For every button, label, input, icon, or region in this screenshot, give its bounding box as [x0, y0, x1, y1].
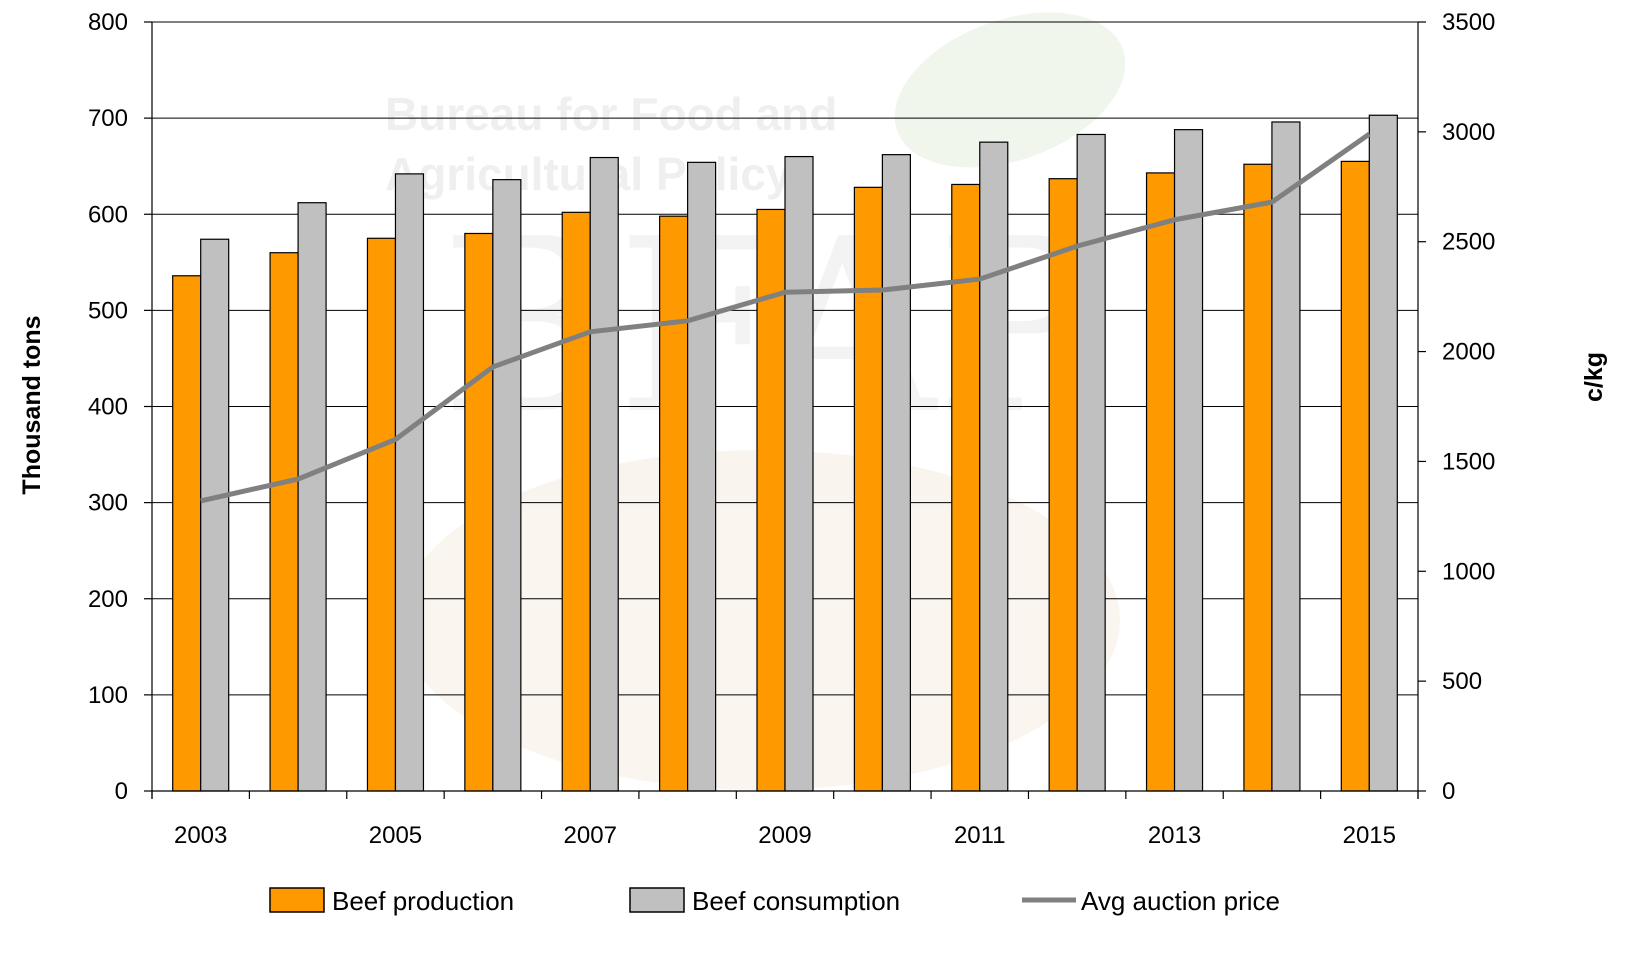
legend-swatch-beef-production: [269, 887, 325, 913]
y-tick-label: 700: [88, 105, 128, 132]
price-line-group: [200, 132, 1371, 504]
y-tick-label: 800: [88, 9, 128, 36]
x-tick-label: 2007: [564, 822, 617, 849]
bar-beef-consumption: [1271, 121, 1301, 792]
bar-beef-production: [1243, 163, 1273, 792]
watermark-line-1: Bureau for Food and: [385, 88, 837, 140]
y-tick-label: 0: [115, 778, 128, 805]
bar-beef-production: [853, 186, 883, 792]
y2-tick-label: 3500: [1442, 9, 1495, 36]
axes: [144, 21, 1426, 799]
x-tick-label: 2005: [369, 822, 422, 849]
bar-beef-consumption: [687, 161, 717, 792]
bar-beef-consumption: [200, 238, 230, 792]
legend-swatch-beef-consumption: [629, 887, 685, 913]
y2-tick-label: 1000: [1442, 558, 1495, 585]
bar-beef-production: [659, 215, 689, 792]
y2-tick-label: 2500: [1442, 229, 1495, 256]
bar-beef-consumption: [1173, 129, 1204, 792]
x-tick-label: 2013: [1148, 822, 1201, 849]
legend: Beef production Beef consumption Avg auc…: [269, 886, 1280, 916]
y2-tick-label: 3000: [1442, 119, 1495, 146]
bar-beef-consumption: [979, 141, 1009, 792]
bar-beef-consumption: [297, 202, 327, 792]
bar-beef-consumption: [784, 155, 814, 792]
line-avg-auction-price: [200, 132, 1371, 504]
left-axis-title: Thousand tons: [18, 315, 46, 494]
bar-beef-production: [561, 211, 591, 792]
watermark-leaf-green: [894, 12, 1126, 168]
y2-tick-label: 0: [1442, 778, 1455, 805]
legend-label-avg-auction-price: Avg auction price: [1081, 886, 1280, 916]
bar-beef-production: [756, 208, 786, 792]
bar-beef-consumption: [1076, 133, 1106, 792]
y-tick-label: 100: [88, 682, 128, 709]
bar-beef-production: [172, 275, 202, 792]
left-axis-tick-labels: 0 100 200 300 400 500 600 700 800: [88, 9, 128, 805]
y-tick-label: 600: [88, 201, 128, 228]
y-tick-label: 200: [88, 586, 128, 613]
x-tick-label: 2003: [174, 822, 227, 849]
bar-beef-consumption: [589, 156, 619, 792]
bar-beef-production: [269, 252, 299, 792]
y-tick-label: 500: [88, 297, 128, 324]
y-tick-label: 300: [88, 490, 128, 517]
bar-beef-production: [366, 237, 397, 792]
bar-beef-consumption: [881, 154, 911, 792]
legend-label-beef-production: Beef production: [332, 886, 514, 916]
y2-tick-label: 2000: [1442, 339, 1495, 366]
right-axis-title: c/kg: [1580, 352, 1608, 402]
x-tick-label: 2009: [758, 822, 811, 849]
bar-beef-production: [1145, 172, 1176, 792]
y2-tick-label: 500: [1442, 668, 1482, 695]
legend-label-beef-consumption: Beef consumption: [692, 886, 900, 916]
right-axis-tick-labels: 0 500 1000 1500 2000 2500 3000 3500: [1442, 9, 1495, 805]
x-axis-tick-labels: 2003 2005 2007 2009 2011 2013 2015: [174, 822, 1396, 849]
y2-tick-label: 1500: [1442, 448, 1495, 475]
bar-beef-consumption: [394, 173, 425, 792]
bar-beef-production: [464, 232, 494, 792]
bar-beef-production: [951, 183, 981, 792]
bars: [172, 114, 1398, 792]
x-tick-label: 2011: [954, 822, 1006, 849]
x-tick-label: 2015: [1343, 822, 1396, 849]
bar-beef-production: [1048, 178, 1078, 792]
bar-beef-consumption: [1368, 114, 1398, 792]
bar-beef-production: [1340, 160, 1370, 792]
watermark-line-2: Agricultural Policy: [385, 148, 792, 200]
y-tick-label: 400: [88, 394, 128, 421]
bar-beef-consumption: [492, 179, 522, 792]
